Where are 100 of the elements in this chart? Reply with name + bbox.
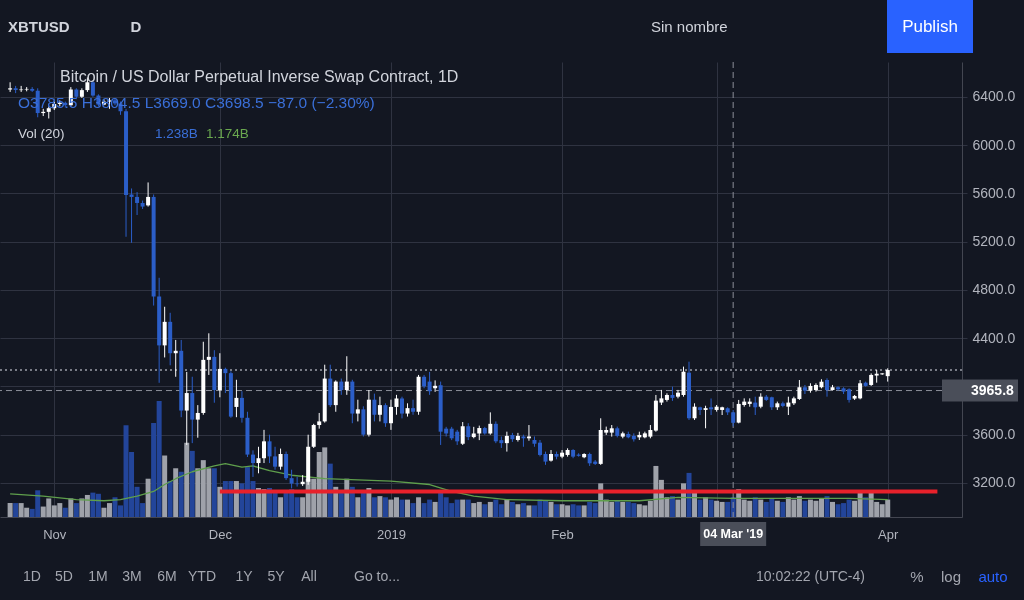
annotation: 1.238B <box>155 126 198 141</box>
bar <box>405 499 411 517</box>
candlestick <box>273 446 278 471</box>
text: 10:02:22 (UTC-4) <box>756 568 865 584</box>
candlestick <box>250 449 255 478</box>
bar <box>62 507 68 517</box>
bar <box>217 486 223 517</box>
candlestick <box>836 385 841 392</box>
bar <box>515 504 521 517</box>
candlestick <box>239 390 244 424</box>
text: D <box>130 18 142 35</box>
candlestick <box>206 332 211 376</box>
candlestick <box>488 411 493 436</box>
bar <box>614 500 620 517</box>
candlestick <box>394 394 399 416</box>
y-tick-label: 4400.0 <box>972 329 1016 346</box>
bar <box>278 497 284 517</box>
bar <box>830 501 836 517</box>
bar <box>360 492 366 517</box>
candlestick <box>135 191 140 216</box>
candlestick <box>388 399 393 431</box>
y-tick-label: 3600.0 <box>972 426 1016 443</box>
bar <box>371 497 377 517</box>
candlestick <box>400 396 404 419</box>
candlestick <box>344 355 349 396</box>
y-tick-label: 6000.0 <box>972 136 1016 153</box>
bar <box>802 500 808 517</box>
candlestick <box>427 371 432 396</box>
candlestick <box>234 379 239 418</box>
candlestick <box>146 181 151 208</box>
bar <box>13 503 19 517</box>
bar <box>167 481 173 517</box>
y-tick-label: 5200.0 <box>972 233 1016 250</box>
bar <box>780 501 786 517</box>
candlestick <box>256 446 261 474</box>
x-tick-label: Nov <box>43 526 67 542</box>
bar <box>377 496 383 517</box>
bar <box>520 503 526 517</box>
bar <box>504 499 510 517</box>
ref-line-label: 04 Mar '19 <box>703 527 764 541</box>
text: 6M <box>157 568 177 584</box>
bar <box>145 478 151 517</box>
candlestick <box>698 406 703 416</box>
bar <box>432 501 438 517</box>
text: YTD <box>188 568 216 584</box>
candlestick <box>355 399 360 422</box>
candlestick <box>703 405 708 429</box>
text: 3M <box>122 568 142 584</box>
bar <box>620 501 626 517</box>
candlestick <box>162 306 167 358</box>
bar <box>355 497 361 517</box>
y-tick-label: 6400.0 <box>972 88 1016 105</box>
candlestick <box>411 399 416 416</box>
bar <box>173 468 179 517</box>
bar <box>703 497 709 517</box>
candlestick <box>195 404 200 439</box>
text: 5Y <box>267 568 286 584</box>
bar <box>581 505 587 517</box>
bar <box>7 503 13 517</box>
candlestick <box>278 448 283 471</box>
candlestick <box>515 432 520 443</box>
text: % <box>910 568 924 585</box>
bar <box>399 499 405 517</box>
text: All <box>301 568 317 584</box>
y-tick-label: 3200.0 <box>972 474 1016 491</box>
chart-title: Bitcoin / US Dollar Perpetual Inverse Swap Contract, 1D <box>60 68 459 85</box>
text: 1D <box>23 568 41 584</box>
candlestick <box>217 352 222 398</box>
text: 5D <box>55 568 73 584</box>
bar <box>526 505 532 517</box>
text: Sin nombre <box>651 18 728 35</box>
candlestick <box>460 421 465 446</box>
candlestick <box>383 402 388 428</box>
text: auto <box>978 568 1008 585</box>
annotation: 1.174B <box>206 126 249 141</box>
bar <box>487 501 493 517</box>
text: 1M <box>88 568 108 584</box>
bar <box>73 503 79 517</box>
text: log <box>940 568 962 585</box>
bar <box>338 492 344 517</box>
bar <box>692 492 698 517</box>
candlestick <box>786 396 791 416</box>
candlestick <box>802 384 807 395</box>
candlestick <box>709 397 714 416</box>
bar <box>460 499 466 517</box>
x-tick-label: Feb <box>551 526 574 542</box>
candlestick <box>377 396 382 422</box>
bar <box>189 450 195 517</box>
candlestick <box>311 423 316 449</box>
bar <box>824 496 830 517</box>
y-tick-label: 4800.0 <box>972 281 1016 298</box>
bar <box>554 504 560 517</box>
y-tick-label: 5600.0 <box>972 184 1016 201</box>
bar <box>382 497 388 517</box>
annotation: Vol (20) <box>18 126 65 141</box>
text: Publish <box>902 17 958 36</box>
bar <box>482 504 488 517</box>
candlestick <box>372 393 377 422</box>
bar <box>211 468 217 517</box>
bar <box>752 497 758 517</box>
